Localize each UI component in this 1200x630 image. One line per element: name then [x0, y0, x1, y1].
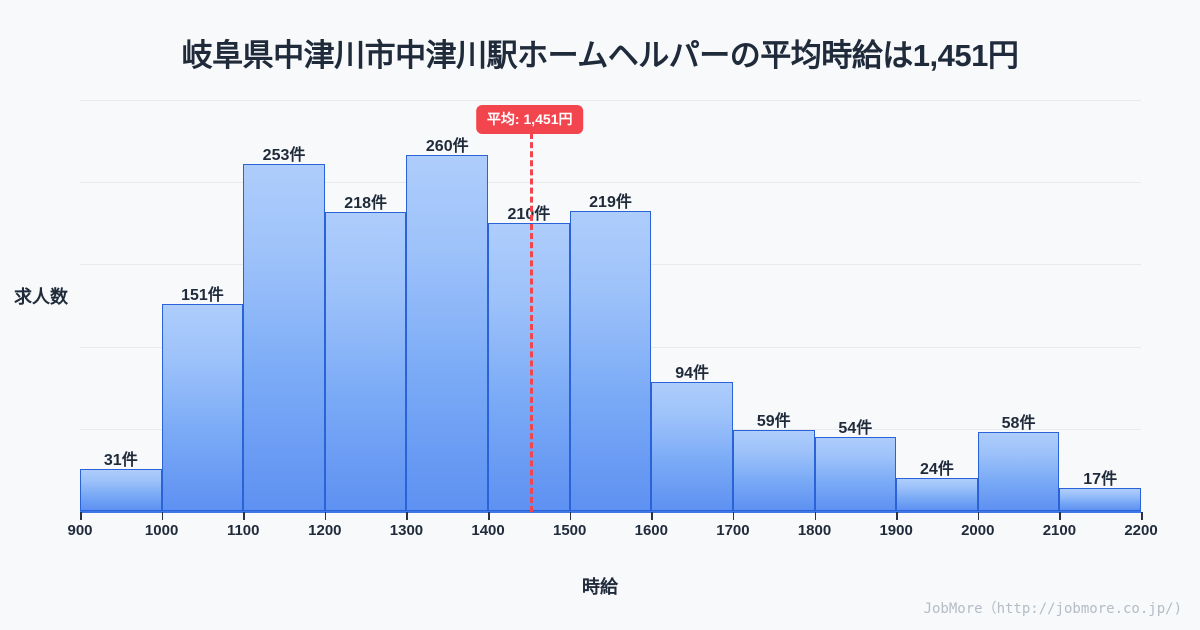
- y-axis-label: 求人数: [14, 287, 68, 307]
- bar-value-label: 218件: [344, 195, 387, 213]
- x-axis-line: [80, 511, 1141, 513]
- bar[interactable]: [1059, 487, 1141, 511]
- bar[interactable]: [80, 468, 162, 511]
- x-tick-mark: [161, 512, 164, 520]
- x-tick-mark: [1059, 512, 1061, 520]
- bar[interactable]: [651, 382, 733, 511]
- bar[interactable]: [977, 431, 1060, 511]
- plot-area: [80, 100, 1141, 511]
- bar[interactable]: [814, 437, 897, 511]
- x-tick-label: 900: [67, 522, 93, 539]
- bar[interactable]: [896, 478, 978, 511]
- bar-value-label: 151件: [181, 287, 224, 305]
- bar-value-label: 260件: [425, 137, 469, 155]
- page-title: 岐阜県中津川市中津川駅ホームヘルパーの平均時給は1,451円: [181, 38, 1019, 73]
- watermark: JobMore（http://jobmore.co.jp/): [923, 601, 1182, 617]
- x-tick-label: 1600: [634, 522, 668, 539]
- average-badge: 平均: 1,451円: [475, 105, 584, 134]
- x-tick-label: 1100: [226, 522, 260, 539]
- bar-value-label: 58件: [1001, 414, 1036, 432]
- bar[interactable]: [732, 430, 815, 511]
- bar-value-label: 24件: [920, 461, 954, 479]
- bar[interactable]: [406, 154, 489, 511]
- x-tick-label: 2000: [961, 522, 995, 539]
- bar-value-label: 59件: [756, 413, 791, 431]
- bar[interactable]: [324, 212, 407, 511]
- x-tick-mark: [896, 512, 898, 520]
- bar[interactable]: [243, 164, 325, 511]
- x-tick-mark: [814, 512, 817, 520]
- x-tick-mark: [406, 512, 408, 520]
- average-line: [529, 133, 533, 512]
- x-tick-label: 2200: [1124, 522, 1158, 539]
- x-tick-label: 1900: [879, 522, 913, 539]
- bar-value-label: 253件: [262, 147, 306, 165]
- x-tick-label: 2100: [1042, 522, 1077, 539]
- x-tick-label: 1400: [471, 522, 505, 539]
- x-tick-label: 1000: [144, 522, 179, 539]
- x-tick-label: 1800: [797, 522, 832, 539]
- x-tick-mark: [488, 512, 490, 520]
- x-tick-mark: [243, 512, 245, 520]
- bar-value-label: 210件: [507, 206, 551, 224]
- bar[interactable]: [161, 304, 244, 511]
- x-tick-mark: [324, 512, 327, 520]
- x-tick-mark: [977, 512, 980, 520]
- gridline: [80, 100, 1141, 101]
- bar-value-label: 17件: [1083, 470, 1118, 488]
- bar-value-label: 54件: [838, 420, 873, 438]
- gridline: [80, 182, 1141, 184]
- x-axis-label: 時給: [582, 577, 618, 597]
- x-tick-label: 1500: [553, 522, 587, 539]
- bar-value-label: 94件: [675, 365, 709, 383]
- bar-value-label: 219件: [589, 193, 632, 211]
- x-tick-label: 1700: [716, 522, 750, 539]
- x-tick-label: 1300: [389, 522, 424, 539]
- x-tick-mark: [1141, 512, 1143, 520]
- x-tick-label: 1200: [308, 522, 342, 539]
- bar-value-label: 31件: [103, 451, 138, 469]
- bar[interactable]: [569, 210, 652, 511]
- bar[interactable]: [488, 223, 570, 511]
- x-tick-mark: [651, 512, 653, 520]
- x-tick-mark: [569, 512, 572, 520]
- x-tick-mark: [80, 512, 82, 520]
- x-tick-mark: [732, 512, 735, 520]
